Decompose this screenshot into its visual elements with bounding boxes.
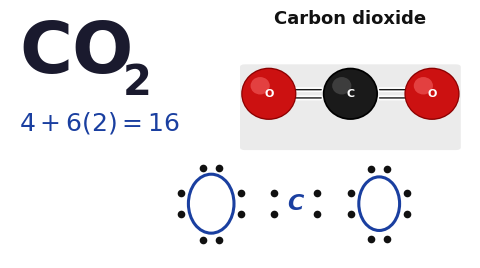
Text: CO: CO <box>19 19 133 88</box>
Text: O: O <box>264 89 274 99</box>
Text: $4 + 6(2) = 16$: $4 + 6(2) = 16$ <box>19 110 180 136</box>
Text: 2: 2 <box>122 62 151 104</box>
Ellipse shape <box>414 77 433 95</box>
Text: C: C <box>287 194 303 214</box>
Text: C: C <box>347 89 354 99</box>
Ellipse shape <box>241 68 296 120</box>
Text: O: O <box>427 89 437 99</box>
Ellipse shape <box>406 69 458 118</box>
Ellipse shape <box>242 69 295 118</box>
FancyBboxPatch shape <box>240 64 461 150</box>
Ellipse shape <box>323 68 378 120</box>
Ellipse shape <box>324 69 376 118</box>
Ellipse shape <box>404 68 460 120</box>
Text: Carbon dioxide: Carbon dioxide <box>275 10 426 28</box>
Ellipse shape <box>332 77 351 95</box>
Ellipse shape <box>251 77 270 95</box>
